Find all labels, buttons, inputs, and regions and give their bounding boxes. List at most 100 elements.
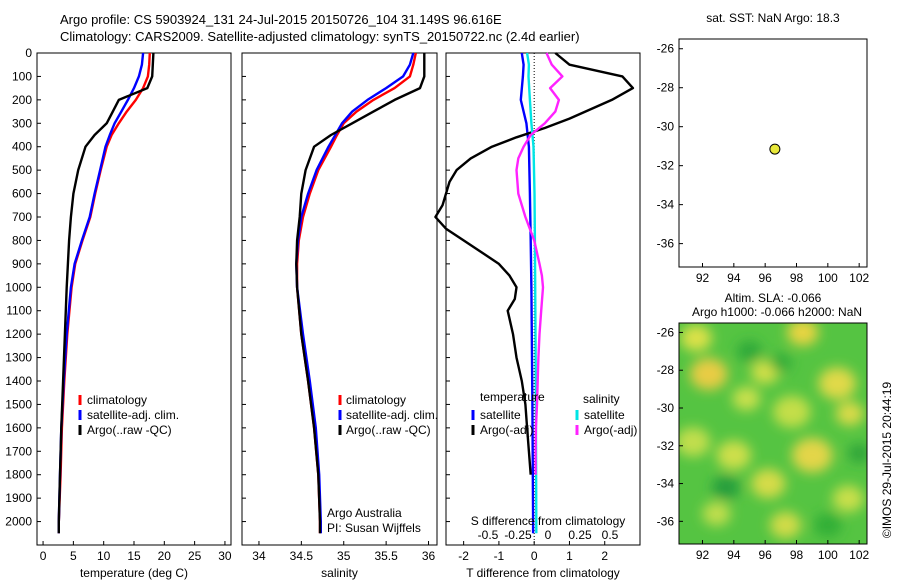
x-tick-label: 102 — [849, 548, 869, 562]
top-x-tick-label: -0.25 — [504, 528, 532, 542]
heatmap-cell — [732, 386, 761, 411]
figure-title-line1: Argo profile: CS 5903924_131 24-Jul-2015… — [60, 12, 502, 27]
x-tick-label: 96 — [758, 548, 772, 562]
heatmap-cell — [832, 485, 864, 512]
y-tick-label: -28 — [657, 363, 675, 377]
x-tick-label: 0 — [531, 549, 538, 563]
heatmap-cell — [818, 367, 857, 400]
map-title-sla: Altim. SLA: -0.066 — [725, 291, 822, 305]
y-tick-label: 100 — [12, 69, 32, 83]
legend-entry: satellite-adj. clim. — [346, 408, 438, 422]
y-tick-label: 1300 — [5, 351, 32, 365]
y-tick-label: 200 — [12, 93, 32, 107]
heatmap-blobs — [679, 323, 867, 539]
float-position-marker — [769, 143, 781, 155]
heatmap-cell — [689, 358, 728, 390]
legend-entry: satellite-adj. clim. — [87, 408, 179, 422]
series-line-argo-raw-qc- — [295, 53, 426, 534]
x-tick-label: 34 — [252, 549, 266, 563]
x-tick-label: 10 — [97, 549, 111, 563]
x-tick-label: 20 — [158, 549, 172, 563]
legend-entry: Argo(-adj) — [584, 423, 637, 437]
x-tick-label: 96 — [758, 271, 772, 285]
y-tick-label: 1600 — [5, 421, 32, 435]
x-axis-label: T difference from climatology — [466, 566, 620, 580]
y-tick-label: -28 — [657, 81, 675, 95]
x-axis-label: salinity — [321, 566, 358, 580]
heatmap-cell — [769, 353, 792, 372]
heatmap-cell — [702, 501, 731, 526]
map-title-height: Argo h1000: -0.066 h2000: NaN — [692, 305, 862, 319]
heatmap-cell — [751, 468, 786, 499]
y-tick-label: -32 — [657, 159, 675, 173]
top-x-tick-label: 0.5 — [602, 528, 619, 542]
y-tick-label: -26 — [657, 325, 675, 339]
y-tick-label: -34 — [657, 198, 675, 212]
legend-entry: satellite — [480, 408, 521, 422]
plot-frame — [678, 322, 868, 545]
y-tick-label: 1800 — [5, 468, 32, 482]
y-tick-label: 1200 — [5, 327, 32, 341]
y-tick-label: 1400 — [5, 374, 32, 388]
top-x-tick-label: 0.25 — [568, 528, 592, 542]
y-tick-label: 600 — [12, 187, 32, 201]
y-tick-label: 700 — [12, 210, 32, 224]
series-line-argo-adj- — [515, 52, 564, 475]
heatmap-cell — [813, 513, 842, 538]
x-tick-label: 2 — [601, 549, 608, 563]
x-tick-label: 92 — [696, 548, 710, 562]
map-title: sat. SST: NaN Argo: 18.3 — [706, 11, 840, 25]
x-tick-label: 98 — [790, 548, 804, 562]
legend-entry: climatology — [87, 393, 147, 407]
timestamp-credit: ©IMOS 29-Jul-2015 20:44:19 — [880, 382, 894, 539]
y-tick-label: 500 — [12, 163, 32, 177]
legend-entry: satellite — [584, 408, 625, 422]
x-tick-label: 100 — [818, 271, 838, 285]
y-tick-label: 400 — [12, 140, 32, 154]
x-tick-label: -2 — [458, 549, 469, 563]
top-x-tick-label: -0.5 — [478, 528, 499, 542]
heatmap-field — [679, 323, 867, 544]
legend-entry: Argo(..raw -QC) — [87, 423, 172, 437]
x-tick-label: 35.5 — [374, 549, 398, 563]
panel-temperature: 0 5 10 15 20 25 30 temperature (deg C) 0 100 200 30… — [5, 46, 232, 580]
y-tick-label: 900 — [12, 257, 32, 271]
heatmap-cell — [680, 324, 712, 352]
plot-frame — [241, 52, 438, 546]
x-tick-label: 35 — [337, 549, 351, 563]
y-tick-label: -26 — [657, 42, 675, 56]
heatmap-cell — [848, 444, 867, 463]
x-tick-label: 102 — [849, 271, 869, 285]
legend-entry: climatology — [346, 393, 406, 407]
x-tick-label: 36 — [422, 549, 436, 563]
top-x-tick-label: 0 — [545, 528, 552, 542]
x-axis-label: temperature (deg C) — [80, 566, 188, 580]
heatmap-cell — [716, 440, 752, 470]
y-tick-label: 800 — [12, 233, 32, 247]
legend-header-temperature: temperature — [480, 390, 545, 404]
y-tick-label: -36 — [657, 237, 675, 251]
series-line-satellite-adj-clim- — [295, 52, 415, 534]
series-line-argo-adj- — [434, 52, 635, 475]
series-line-satellite-adj-clim- — [57, 52, 145, 534]
series-line-argo-raw-qc- — [57, 52, 155, 534]
figure-title-line2: Climatology: CARS2009. Satellite-adjuste… — [60, 29, 580, 44]
top-x-axis-label: S difference from climatology — [471, 514, 626, 528]
x-tick-label: 94 — [727, 271, 741, 285]
y-tick-label: -32 — [657, 439, 675, 453]
annotation-pi: PI: Susan Wijffels — [327, 521, 421, 535]
y-tick-label: -30 — [657, 120, 675, 134]
x-tick-label: 25 — [188, 549, 202, 563]
y-tick-label: 1100 — [6, 304, 32, 318]
heatmap-cell — [679, 427, 711, 457]
plot-frame — [445, 52, 641, 546]
panel-position-map: 92 94 96 98 100 102 -26 -28 -30 -32 -34 -36 sat. SST… — [657, 11, 870, 285]
series-line-climatology — [295, 52, 417, 534]
y-tick-label: 2000 — [5, 515, 32, 529]
heatmap-cell — [835, 401, 864, 426]
heatmap-cell — [736, 340, 763, 362]
heatmap-cell — [769, 511, 802, 539]
y-tick-label: 0 — [25, 46, 32, 60]
